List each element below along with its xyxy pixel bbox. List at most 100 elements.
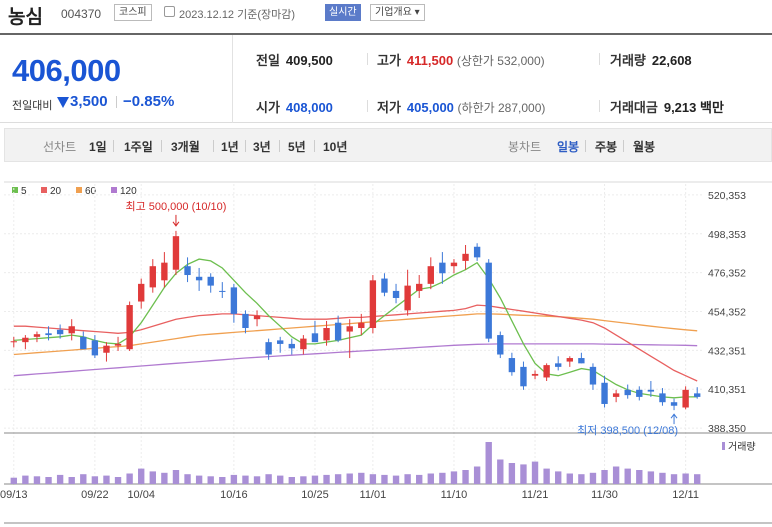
candle-body <box>184 266 191 276</box>
x-tick-label: 11/01 <box>360 489 387 501</box>
volume-bar <box>33 476 41 484</box>
candle-body <box>566 358 573 362</box>
tab-weekly[interactable]: 주봉 <box>595 140 618 154</box>
current-price: 406,000 <box>12 53 121 88</box>
amount-unit: 백만 <box>700 100 724 115</box>
candle-body <box>22 337 29 343</box>
candle-body <box>334 322 342 341</box>
candle-body <box>300 338 307 350</box>
low-label: 저가 <box>377 100 401 115</box>
legend-label: 120 <box>120 186 137 197</box>
candle-body <box>369 280 377 329</box>
volume-bar <box>91 476 99 484</box>
company-overview-dropdown[interactable]: 기업개요 ▾ <box>370 4 425 21</box>
candle-body <box>91 340 99 356</box>
market-badge: 코스피 <box>114 4 152 21</box>
candle-body <box>612 393 620 397</box>
high-label: 고가 <box>377 53 401 68</box>
candle-body <box>242 313 249 329</box>
volume-bar <box>381 474 388 484</box>
legend-label: 5 <box>21 186 27 197</box>
volume-legend-label: 거래량 <box>728 441 756 453</box>
candle-body <box>589 366 597 385</box>
stock-header: 농심 004370 코스피 2023.12.12 기준(장마감) 실시간 기업개… <box>0 0 772 28</box>
divider <box>232 35 233 123</box>
tab-daily[interactable]: 일봉 <box>557 140 580 154</box>
candle-body <box>636 389 643 397</box>
y-tick-label: 498,353 <box>708 229 746 241</box>
tab-1d[interactable]: 1일 <box>89 140 107 154</box>
candle-body <box>161 262 168 281</box>
volume-bar <box>543 468 550 484</box>
period-tabs: 선차트 1일 1주일 3개월 1년 3년 5년 10년 봉차트 일봉 주봉 월봉 <box>4 128 772 162</box>
volume-bar <box>462 470 469 484</box>
candle-body <box>253 315 261 320</box>
candle-body <box>485 262 492 339</box>
candle-body <box>439 262 446 274</box>
candle-body <box>358 322 365 329</box>
candle-body <box>68 326 75 334</box>
volume-bar <box>485 442 492 484</box>
candle-body <box>694 393 701 397</box>
candle-body <box>381 278 388 293</box>
volume-bar <box>520 464 527 484</box>
volume-cell: 거래량 22,608 <box>610 50 692 69</box>
prev-close-cell: 전일 409,500 <box>256 50 333 69</box>
candle-body <box>45 333 52 336</box>
candle-body <box>450 262 458 267</box>
volume-bar <box>172 470 180 484</box>
volume-bar <box>531 461 539 484</box>
stock-name: 농심 <box>8 7 43 28</box>
volume-bar <box>392 475 400 484</box>
tab-3m[interactable]: 3개월 <box>171 140 200 154</box>
candle-body <box>265 342 272 355</box>
candle-body <box>520 366 527 387</box>
high-arrow-head <box>172 221 180 227</box>
volume-bar <box>682 473 689 484</box>
candle-body <box>659 393 666 403</box>
candle-body <box>670 402 678 406</box>
candle-body <box>195 276 203 281</box>
volume-bar <box>346 473 353 484</box>
candle-body <box>427 266 434 284</box>
low-cell: 저가 405,000 (하한가 287,000) <box>377 97 545 116</box>
volume-bar <box>612 466 620 484</box>
tab-3y[interactable]: 3년 <box>253 140 271 154</box>
candle-body <box>126 305 133 350</box>
volume-bar <box>601 470 608 484</box>
x-tick-label: 10/04 <box>127 489 155 501</box>
candle-body <box>114 343 122 346</box>
volume-bar <box>10 477 17 484</box>
x-tick-label: 10/16 <box>220 489 248 501</box>
volume-bar <box>207 476 214 484</box>
prev-close-value: 409,500 <box>285 53 333 68</box>
tab-10y[interactable]: 10년 <box>323 140 348 154</box>
tab-monthly[interactable]: 월봉 <box>633 140 656 154</box>
candle-body <box>624 389 631 396</box>
volume-bar <box>114 477 122 484</box>
x-tick-label: 11/21 <box>522 489 549 501</box>
ma120-line <box>13 343 698 377</box>
volume-bar <box>219 477 226 484</box>
volume-bar <box>450 471 458 484</box>
volume-label: 거래량 <box>610 53 646 68</box>
divider <box>116 96 117 108</box>
realtime-button[interactable]: 실시간 <box>325 4 361 21</box>
tab-1w[interactable]: 1주일 <box>124 140 153 154</box>
volume-legend-swatch <box>722 442 725 450</box>
volume-bar <box>358 472 365 484</box>
volume-bar <box>45 477 52 484</box>
tab-5y[interactable]: 5년 <box>288 140 306 154</box>
candle-chart-label: 봉차트 <box>508 140 542 154</box>
candle-body <box>207 276 214 286</box>
down-triangle-icon <box>57 97 69 108</box>
candle-body <box>149 266 156 288</box>
y-tick-label: 410,351 <box>708 384 746 396</box>
tab-1y[interactable]: 1년 <box>221 140 239 154</box>
low-annotation: 최저 398,500 (12/08) <box>577 424 678 437</box>
change-value: 3,500 <box>70 93 108 110</box>
legend-swatch <box>41 187 47 193</box>
candle-body <box>80 336 87 350</box>
change-label: 전일대비 <box>12 100 53 112</box>
y-tick-label: 432,351 <box>708 345 746 357</box>
